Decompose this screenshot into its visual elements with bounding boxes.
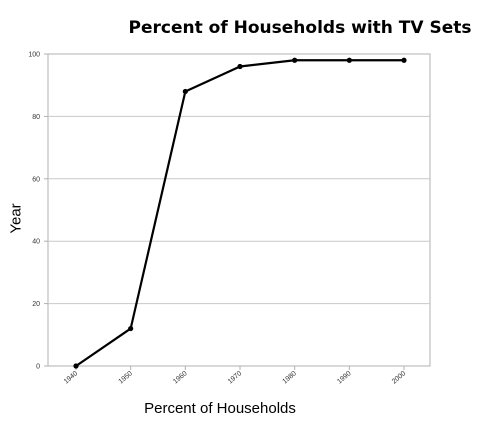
data-point — [73, 363, 79, 369]
data-point — [237, 63, 243, 70]
y-tick-label: 20 — [32, 301, 40, 308]
y-tick-label: 0 — [36, 364, 40, 371]
x-tick-label: 2000 — [391, 370, 408, 385]
data-point — [346, 57, 352, 63]
data-point — [182, 88, 188, 95]
chart-title: Percent of Households with TV Sets — [128, 18, 472, 38]
x-tick-label: 1960 — [172, 370, 189, 385]
x-tick-label: 1990 — [336, 370, 353, 385]
plot-frame — [47, 53, 431, 367]
data-point — [128, 325, 134, 332]
data-point — [292, 57, 298, 63]
y-tick-label: 40 — [32, 239, 40, 246]
x-tick-label: 1950 — [118, 370, 135, 385]
x-axis-label: Percent of Households — [144, 400, 296, 417]
x-tick-label: 1940 — [63, 370, 80, 385]
data-point — [401, 57, 407, 63]
x-tick-label: 1980 — [282, 370, 299, 385]
series-line — [75, 59, 404, 367]
y-tick-label: 100 — [28, 52, 40, 59]
y-tick-label: 80 — [32, 114, 40, 121]
y-tick-label: 60 — [32, 176, 40, 183]
x-tick-label: 1970 — [227, 370, 244, 385]
